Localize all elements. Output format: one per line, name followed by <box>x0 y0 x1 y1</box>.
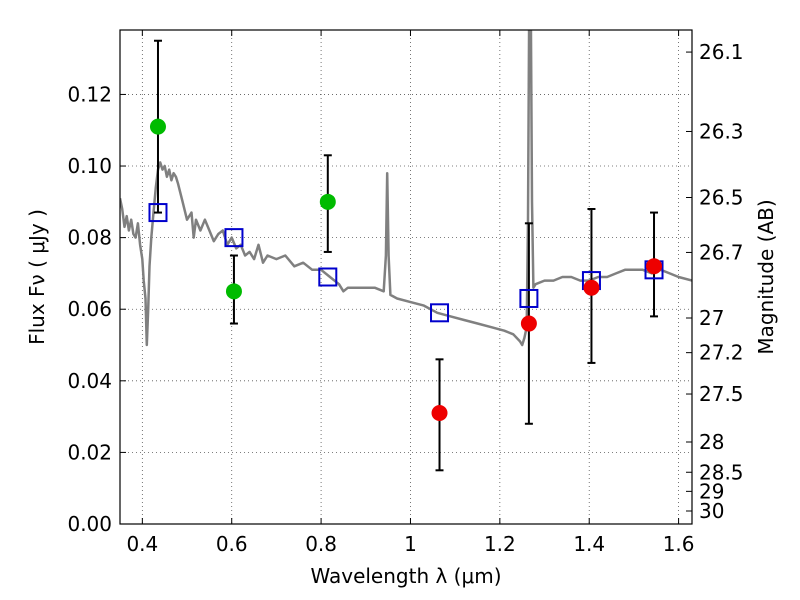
y-tick-label: 0.12 <box>67 82 112 106</box>
y-tick-label: 0.00 <box>67 512 112 536</box>
x-axis-title: Wavelength λ (μm) <box>310 564 501 588</box>
observed-point <box>319 193 336 210</box>
markers <box>148 118 664 422</box>
model-photometry-square <box>148 203 168 223</box>
y-tick-label: 0.06 <box>67 297 112 321</box>
y2-tick-label: 27.5 <box>699 382 744 406</box>
plot-frame <box>119 29 693 525</box>
x-tick-label: 1 <box>404 532 417 556</box>
x-tick-label: 0.4 <box>126 532 158 556</box>
y-tick-label: 0.02 <box>67 440 112 464</box>
y2-axis-title: Magnitude (AB) <box>754 199 778 354</box>
x-tick-label: 0.8 <box>305 532 337 556</box>
observed-point <box>431 405 448 422</box>
y-axis: 0.00 0.02 0.04 0.06 0.08 0.10 0.12 <box>67 82 126 536</box>
observed-point <box>646 258 663 275</box>
model-photometry-square <box>224 228 244 248</box>
model-photometry-square <box>519 288 539 308</box>
y2-tick-label: 26.1 <box>699 40 744 64</box>
observed-point <box>225 283 242 300</box>
y-axis-title: Flux Fν ( μJy ) <box>25 209 49 345</box>
x-tick-label: 1.2 <box>484 532 516 556</box>
y2-tick-label: 28.5 <box>699 460 744 484</box>
y-tick-label: 0.04 <box>67 369 112 393</box>
y2-tick-label: 27.2 <box>699 341 744 365</box>
model-photometry-square <box>430 303 450 323</box>
observed-point <box>149 118 166 135</box>
observed-point <box>583 279 600 296</box>
y2-tick-label: 26.3 <box>699 119 744 143</box>
y2-tick-label: 26.5 <box>699 186 744 210</box>
x-tick-label: 1.6 <box>663 532 695 556</box>
y2-tick-label: 26.7 <box>699 240 744 264</box>
y2-tick-label: 27 <box>699 306 724 330</box>
y-tick-label: 0.08 <box>67 226 112 250</box>
model-photometry-square <box>318 267 338 287</box>
y2-tick-label: 29 <box>699 479 724 503</box>
y-tick-label: 0.10 <box>67 154 112 178</box>
x-tick-label: 1.4 <box>573 532 605 556</box>
y2-tick-label: 30 <box>699 499 724 523</box>
observed-point <box>520 315 537 332</box>
y2-tick-label: 28 <box>699 430 724 454</box>
x-tick-label: 0.6 <box>216 532 248 556</box>
x-axis: 0.4 0.6 0.8 1 1.2 1.4 1.6 <box>126 30 695 556</box>
